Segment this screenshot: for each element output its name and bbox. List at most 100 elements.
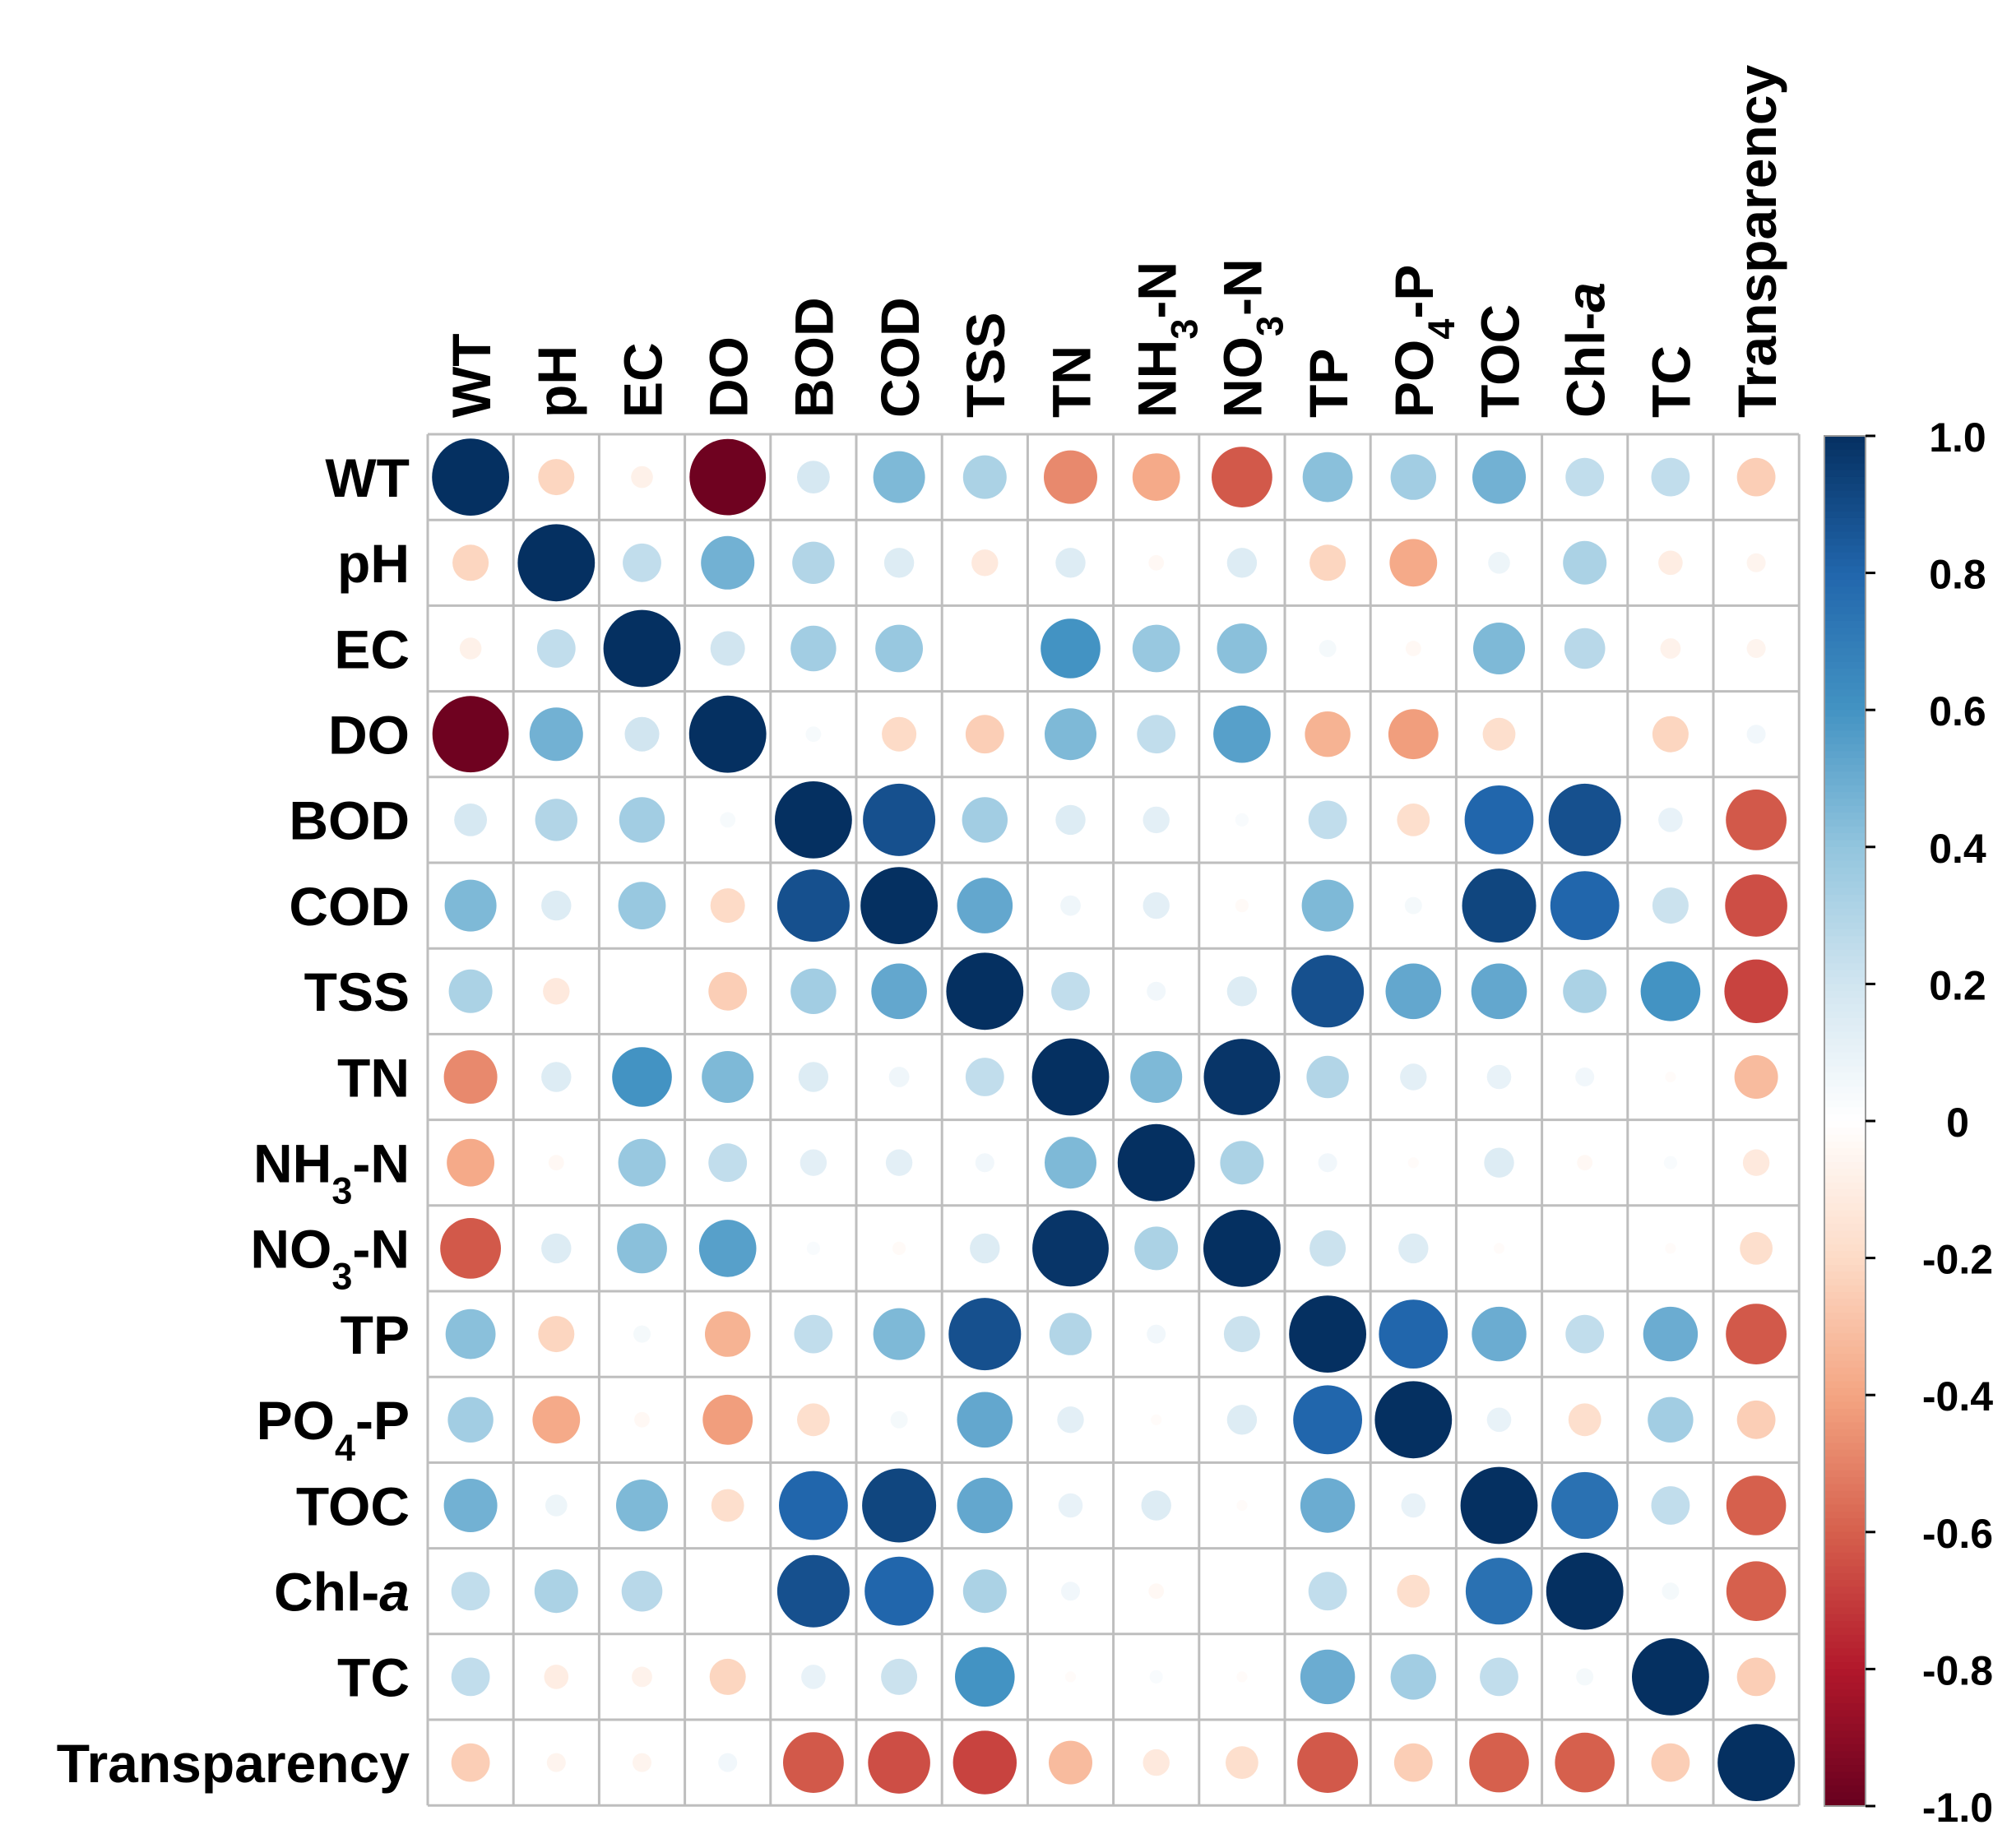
- corr-circle-nh3-n-po4-p: [1407, 1157, 1419, 1169]
- corr-circle-nh3-n-toc: [1484, 1147, 1514, 1178]
- corr-circle-do-toc: [1482, 717, 1516, 751]
- colorbar-segment: [1824, 895, 1866, 903]
- corr-circle-cod-tp: [1301, 879, 1354, 932]
- colorbar-segment: [1824, 655, 1866, 663]
- corr-circle-no3-n-po4-p: [1398, 1233, 1429, 1264]
- colorbar-tick-label: 0.8: [1929, 552, 1986, 598]
- colorbar-segment: [1824, 1100, 1866, 1109]
- corr-circle-chl-a-wt: [451, 1572, 490, 1611]
- colorbar-segment: [1824, 1271, 1866, 1280]
- colorbar-segment: [1824, 1477, 1866, 1485]
- corr-circle-do-tp: [1305, 711, 1351, 757]
- col-label-tn: TN: [1041, 345, 1101, 418]
- col-label-cod: COD: [869, 297, 930, 418]
- corr-circle-wt-tss: [962, 455, 1007, 499]
- corr-circle-ph-chl-a: [1563, 540, 1607, 585]
- corr-circle-bod-tc: [1658, 808, 1683, 832]
- corr-circle-tp-po4-p: [1379, 1299, 1448, 1369]
- corr-circle-bod-tss: [962, 797, 1008, 843]
- corr-circle-tss-tn: [1051, 971, 1090, 1011]
- colorbar-segment: [1824, 881, 1866, 889]
- corr-circle-transparency-ec: [633, 1753, 651, 1772]
- colorbar-segment: [1824, 1778, 1866, 1786]
- corr-circle-tp-wt: [445, 1308, 496, 1359]
- colorbar-segment: [1824, 1621, 1866, 1629]
- corr-circle-toc-do: [711, 1489, 744, 1522]
- corr-circle-po4-p-ec: [634, 1411, 650, 1428]
- corr-circle-tp-do: [705, 1311, 751, 1357]
- colorbar-tick-label: 1.0: [1929, 415, 1986, 461]
- corr-circle-toc-wt: [443, 1479, 498, 1532]
- corr-circle-nh3-n-cod: [885, 1149, 913, 1176]
- corr-circle-do-tss: [965, 715, 1004, 754]
- corr-circle-cod-transparency: [1725, 874, 1787, 937]
- col-label-no3-n: NO3-N: [1212, 258, 1291, 418]
- colorbar-segment: [1824, 1340, 1866, 1348]
- colorbar-segment: [1824, 1566, 1866, 1574]
- corr-circle-transparency-cod: [868, 1731, 930, 1794]
- colorbar-segment: [1824, 648, 1866, 656]
- colorbar-segment: [1824, 1607, 1866, 1615]
- colorbar-segment: [1824, 1580, 1866, 1588]
- circles: [432, 438, 1796, 1802]
- colorbar-segment: [1824, 1374, 1866, 1383]
- colorbar-segment: [1824, 1086, 1866, 1095]
- colorbar-segment: [1824, 1572, 1866, 1581]
- colorbar-segment: [1824, 970, 1866, 978]
- colorbar-segment: [1824, 1264, 1866, 1273]
- colorbar-segment: [1824, 1751, 1866, 1759]
- colorbar-segment: [1824, 1196, 1866, 1204]
- colorbar-segment: [1824, 702, 1866, 711]
- colorbar-segment: [1824, 716, 1866, 725]
- corr-circle-po4-p-tc: [1648, 1396, 1694, 1443]
- corr-circle-no3-n-cod: [892, 1241, 906, 1255]
- colorbar-segment: [1824, 860, 1866, 868]
- corr-circle-no3-n-wt: [440, 1218, 501, 1279]
- colorbar-segment: [1824, 874, 1866, 882]
- colorbar-segment: [1824, 1161, 1866, 1170]
- corr-circle-wt-wt: [432, 438, 509, 516]
- corr-circle-ec-ph: [536, 629, 576, 668]
- corr-circle-ec-po4-p: [1405, 641, 1421, 656]
- colorbar-segment: [1824, 669, 1866, 677]
- colorbar-segment: [1824, 846, 1866, 855]
- colorbar-tick-label: -0.8: [1922, 1647, 1993, 1693]
- corr-circle-ec-no3-n: [1217, 623, 1268, 674]
- corr-circle-cod-wt: [444, 879, 497, 932]
- col-label-tp: TP: [1298, 349, 1359, 418]
- corr-circle-wt-do: [689, 438, 767, 516]
- corr-circle-transparency-tp: [1297, 1732, 1358, 1794]
- corr-circle-bod-toc: [1464, 785, 1534, 855]
- colorbar-segment: [1824, 805, 1866, 813]
- corr-circle-ph-ec: [623, 543, 661, 582]
- row-label-tc: TC: [337, 1647, 410, 1708]
- corr-circle-po4-p-no3-n: [1226, 1405, 1258, 1435]
- col-label-ec: EC: [612, 342, 673, 418]
- corr-circle-tp-nh3-n: [1147, 1324, 1166, 1344]
- corr-circle-bod-tp: [1308, 800, 1347, 840]
- colorbar-segment: [1824, 1354, 1866, 1362]
- colorbar-segment: [1824, 463, 1866, 471]
- colorbar-segment: [1824, 579, 1866, 588]
- corr-circle-tss-wt: [448, 969, 493, 1013]
- corr-circle-toc-po4-p: [1401, 1493, 1426, 1518]
- corr-circle-bod-bod: [775, 781, 852, 859]
- colorbar-segment: [1824, 1141, 1866, 1150]
- corr-circle-chl-a-tp: [1308, 1572, 1347, 1611]
- corr-circle-no3-n-tn: [1032, 1210, 1109, 1287]
- colorbar-segment: [1824, 840, 1866, 848]
- colorbar-tick-label: -0.6: [1922, 1511, 1993, 1557]
- corr-circle-cod-po4-p: [1404, 896, 1422, 915]
- colorbar-segment: [1824, 1121, 1866, 1129]
- colorbar-segment: [1824, 1134, 1866, 1142]
- colorbar-segment: [1824, 1559, 1866, 1568]
- colorbar-segment: [1824, 614, 1866, 622]
- col-label-chl-a: Chl-a: [1555, 282, 1616, 418]
- colorbar-segment: [1824, 436, 1866, 444]
- colorbar-segment: [1824, 887, 1866, 896]
- corr-circle-tss-tss: [946, 952, 1024, 1031]
- colorbar-segment: [1824, 998, 1866, 1006]
- corr-circle-po4-p-ph: [532, 1396, 581, 1444]
- corr-circle-ec-tp: [1319, 640, 1337, 657]
